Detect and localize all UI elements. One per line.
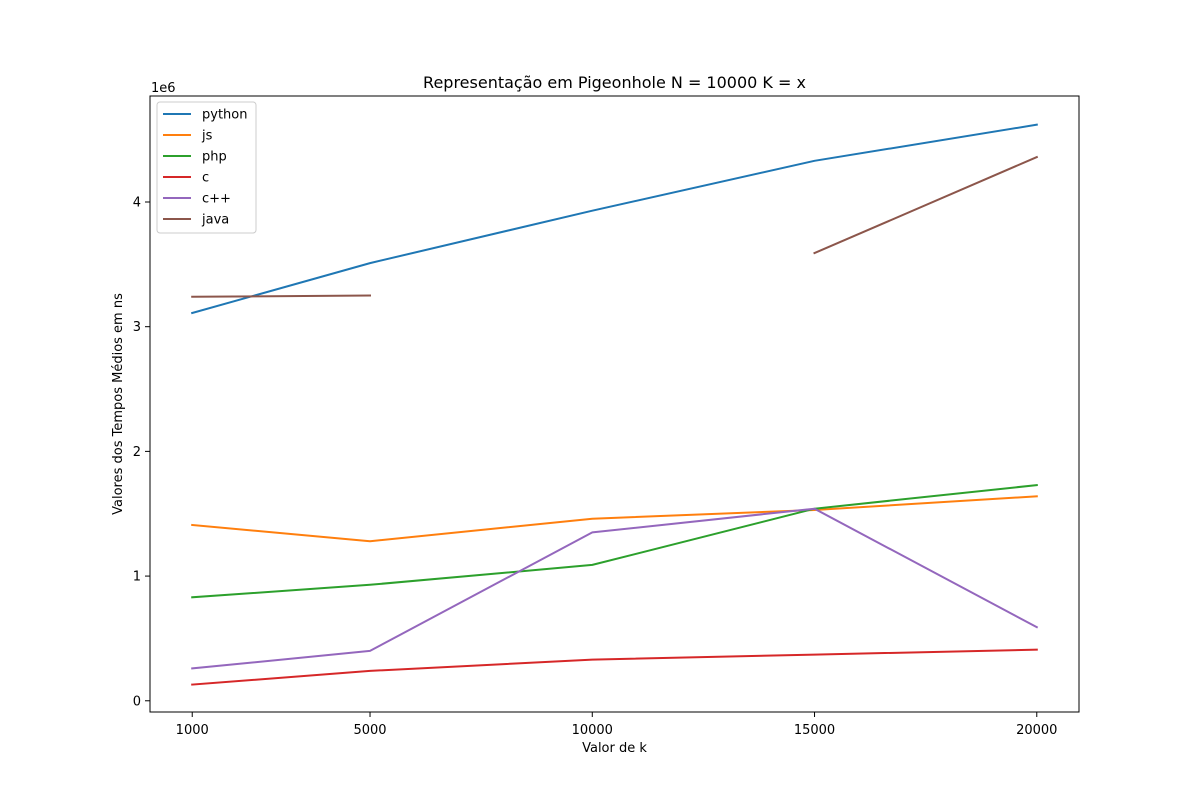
x-tick-label: 10000 [572,723,613,738]
x-tick-label: 20000 [1016,723,1057,738]
y-offset-label: 1e6 [151,81,176,96]
series-line-c [191,648,1038,686]
series-line-java [813,155,1039,255]
plot-frame [149,95,1080,713]
series-line-js [191,495,1038,543]
chart-title: Representação em Pigeonhole N = 10000 K … [423,73,806,92]
legend: python js php c c++ java [156,101,257,234]
series-line-php [191,484,1038,599]
y-axis-title: Valores dos Tempos Médios em ns [111,293,126,515]
y-tick-label: 4 [133,195,141,210]
x-tick-label: 15000 [794,723,835,738]
legend-label: js [201,129,213,144]
series-line-cplusplus [191,507,1039,670]
legend-label: php [202,150,227,165]
x-tick-label: 5000 [353,723,386,738]
legend-label: python [202,108,247,123]
y-tick-label: 2 [133,445,141,460]
y-tick-label: 1 [133,570,141,585]
plot-area [190,123,1039,686]
legend-label: java [201,213,229,228]
series-line-java [191,294,372,298]
legend-label: c [202,171,209,186]
legend-label: c++ [202,192,231,207]
x-axis-title: Valor de k [582,741,647,756]
series-line-python [190,123,1038,315]
x-tick-label: 1000 [176,723,209,738]
y-tick-label: 0 [133,694,141,709]
y-tick-label: 3 [133,320,141,335]
